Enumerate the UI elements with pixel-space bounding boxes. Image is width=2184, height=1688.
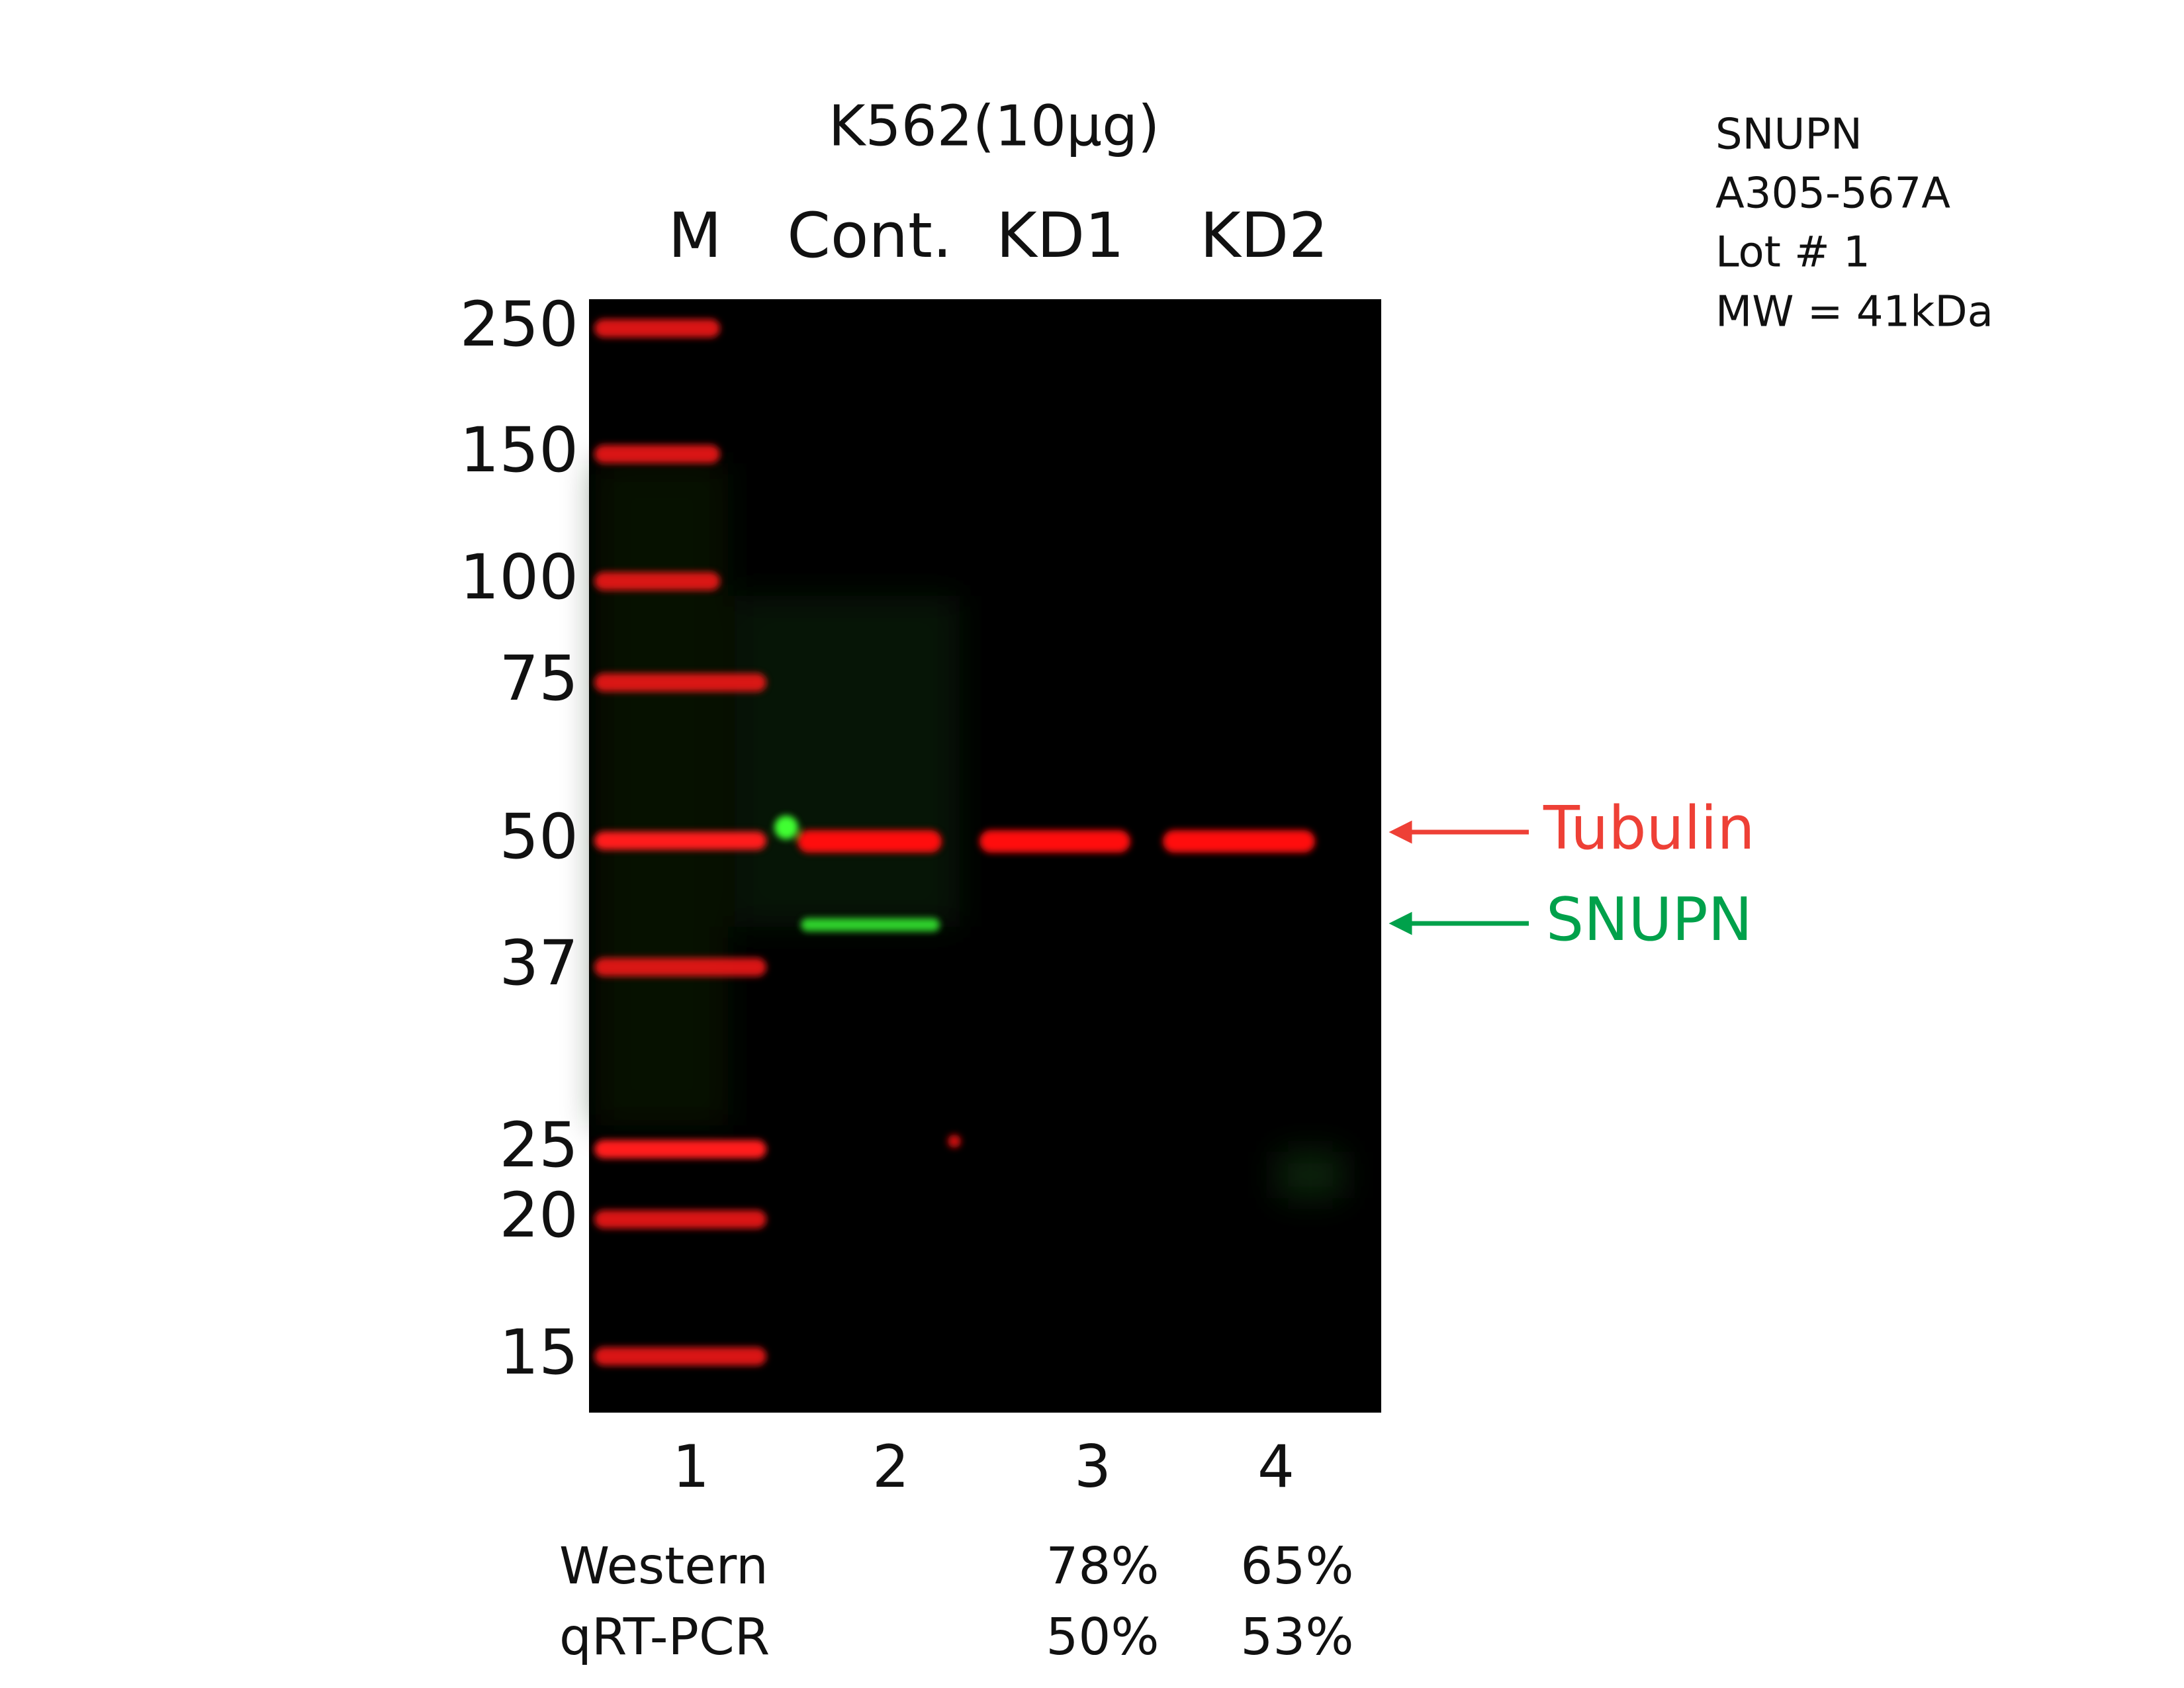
marker-label: 150 [460,414,578,487]
lane-number: 3 [1074,1432,1111,1501]
marker-band [594,1140,766,1158]
row-value: 65% [1240,1537,1353,1596]
tubulin-band [1163,830,1315,853]
lane-label: KD1 [996,200,1124,272]
marker-band [594,319,720,338]
row-value: 53% [1240,1608,1353,1667]
lane-number: 4 [1257,1432,1295,1501]
row-value: 78% [1046,1537,1159,1596]
tubulin-label: Tubulin [1543,794,1755,863]
row-value: 50% [1046,1608,1159,1667]
marker-band [594,673,766,692]
lane-number: 1 [672,1432,709,1501]
row-label: Western [559,1537,768,1596]
bands [594,319,1315,1366]
marker-band [594,445,720,463]
marker-band [594,831,766,850]
row-label: qRT-PCR [559,1608,770,1667]
tubulin-band [979,830,1130,853]
spot [948,1135,961,1148]
marker-band [594,1210,766,1229]
marker-label: 15 [499,1317,578,1389]
marker-band [594,958,766,976]
marker-label: 25 [499,1109,578,1182]
lane-label: Cont. [787,200,952,272]
info-line: A305-567A [1715,169,1950,218]
lane-label: KD2 [1200,200,1328,272]
marker-label: 37 [499,927,578,1000]
marker-label: 250 [460,289,578,361]
info-line: MW = 41kDa [1715,288,1993,337]
marker-label: 20 [499,1180,578,1252]
info-line: Lot # 1 [1715,228,1870,277]
marker-label: 100 [460,541,578,614]
info-line: SNUPN [1715,111,1862,160]
marker-label: 75 [499,643,578,715]
marker-label: 50 [499,801,578,873]
lane-label: M [668,200,721,272]
tubulin-band [797,830,942,853]
marker-band [594,572,720,590]
target-band [801,918,940,931]
spot [774,816,798,839]
lane-number: 2 [872,1432,909,1501]
target-label: SNUPN [1546,885,1752,955]
info-block: SNUPN A305-567A Lot # 1 MW = 41kDa [1715,111,1993,337]
marker-band [594,1347,766,1366]
title: K562(10µg) [829,93,1160,159]
